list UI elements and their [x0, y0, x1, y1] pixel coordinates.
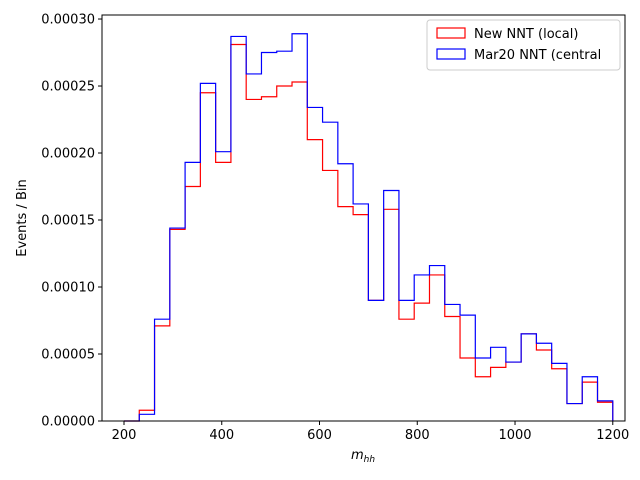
axes-frame	[101, 14, 626, 422]
x-tick-label: 1200	[596, 428, 629, 443]
series-step-line-2	[124, 33, 614, 422]
legend-swatch-2	[436, 48, 466, 60]
x-tick-label: 400	[209, 428, 234, 443]
y-tick-label: 0.00025	[41, 80, 95, 95]
x-axis-label-base: m	[351, 448, 364, 463]
series-layer	[124, 33, 614, 422]
y-axis-label: Events / Bin	[15, 179, 30, 256]
y-tick-label: 0.00020	[41, 147, 95, 162]
x-tick-label: 600	[307, 428, 332, 443]
legend-box	[426, 19, 621, 71]
y-tick-label: 0.00005	[41, 348, 95, 363]
legend-swatch-1	[436, 27, 466, 39]
x-tick-label: 800	[405, 428, 430, 443]
legend: New NNT (local) Mar20 NNT (central	[426, 19, 621, 71]
legend-label-1: New NNT (local)	[474, 27, 578, 42]
y-tick-label: 0.00015	[41, 214, 95, 229]
y-tick-label: 0.00000	[41, 415, 95, 430]
x-tick-label: 200	[112, 428, 137, 443]
y-tick-label: 0.00030	[41, 13, 95, 28]
x-tick-label: 1000	[498, 428, 531, 443]
y-tick-label: 0.00010	[41, 281, 95, 296]
x-axis-label: mhh	[351, 448, 375, 465]
ticks-layer: 200 400 600 800 1000 1200 0.00000 0.00005 0.0001…	[41, 13, 629, 443]
legend-label-2: Mar20 NNT (central	[474, 48, 601, 63]
x-axis-label-subscript: hh	[364, 455, 376, 465]
